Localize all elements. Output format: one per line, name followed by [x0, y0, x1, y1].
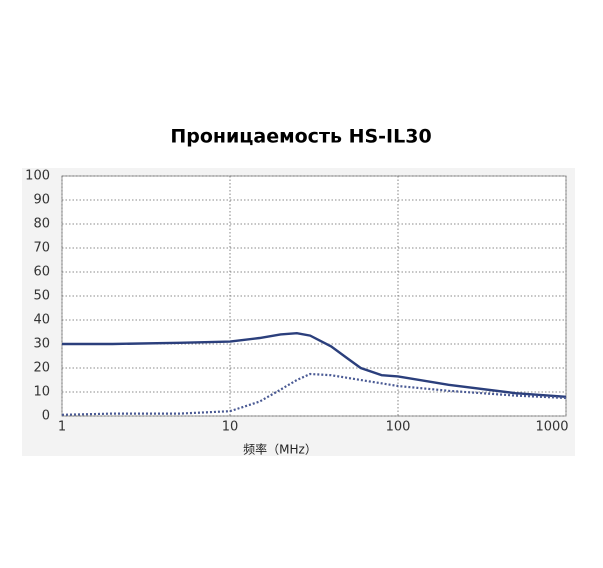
y-tick-label: 90 — [33, 193, 50, 208]
x-tick-label: 10 — [222, 420, 239, 435]
y-tick-label: 100 — [25, 169, 50, 184]
x-tick-label: 1 — [58, 420, 66, 435]
y-tick-label: 20 — [33, 361, 50, 376]
y-tick-label: 50 — [33, 289, 50, 304]
x-tick-label: 100 — [386, 420, 411, 435]
x-tick-label: 1000 — [535, 420, 568, 435]
y-tick-label: 0 — [42, 409, 50, 424]
y-tick-label: 60 — [33, 265, 50, 280]
y-tick-label: 40 — [33, 313, 50, 328]
chart-title: Проницаемость HS-IL30 — [170, 126, 431, 148]
y-tick-label: 70 — [33, 241, 50, 256]
y-tick-label: 10 — [33, 385, 50, 400]
x-axis-label: 频率（MHz） — [243, 442, 317, 457]
y-tick-label: 80 — [33, 217, 50, 232]
series-line — [61, 372, 567, 416]
y-tick-label: 30 — [33, 337, 50, 352]
series-line — [62, 331, 567, 398]
